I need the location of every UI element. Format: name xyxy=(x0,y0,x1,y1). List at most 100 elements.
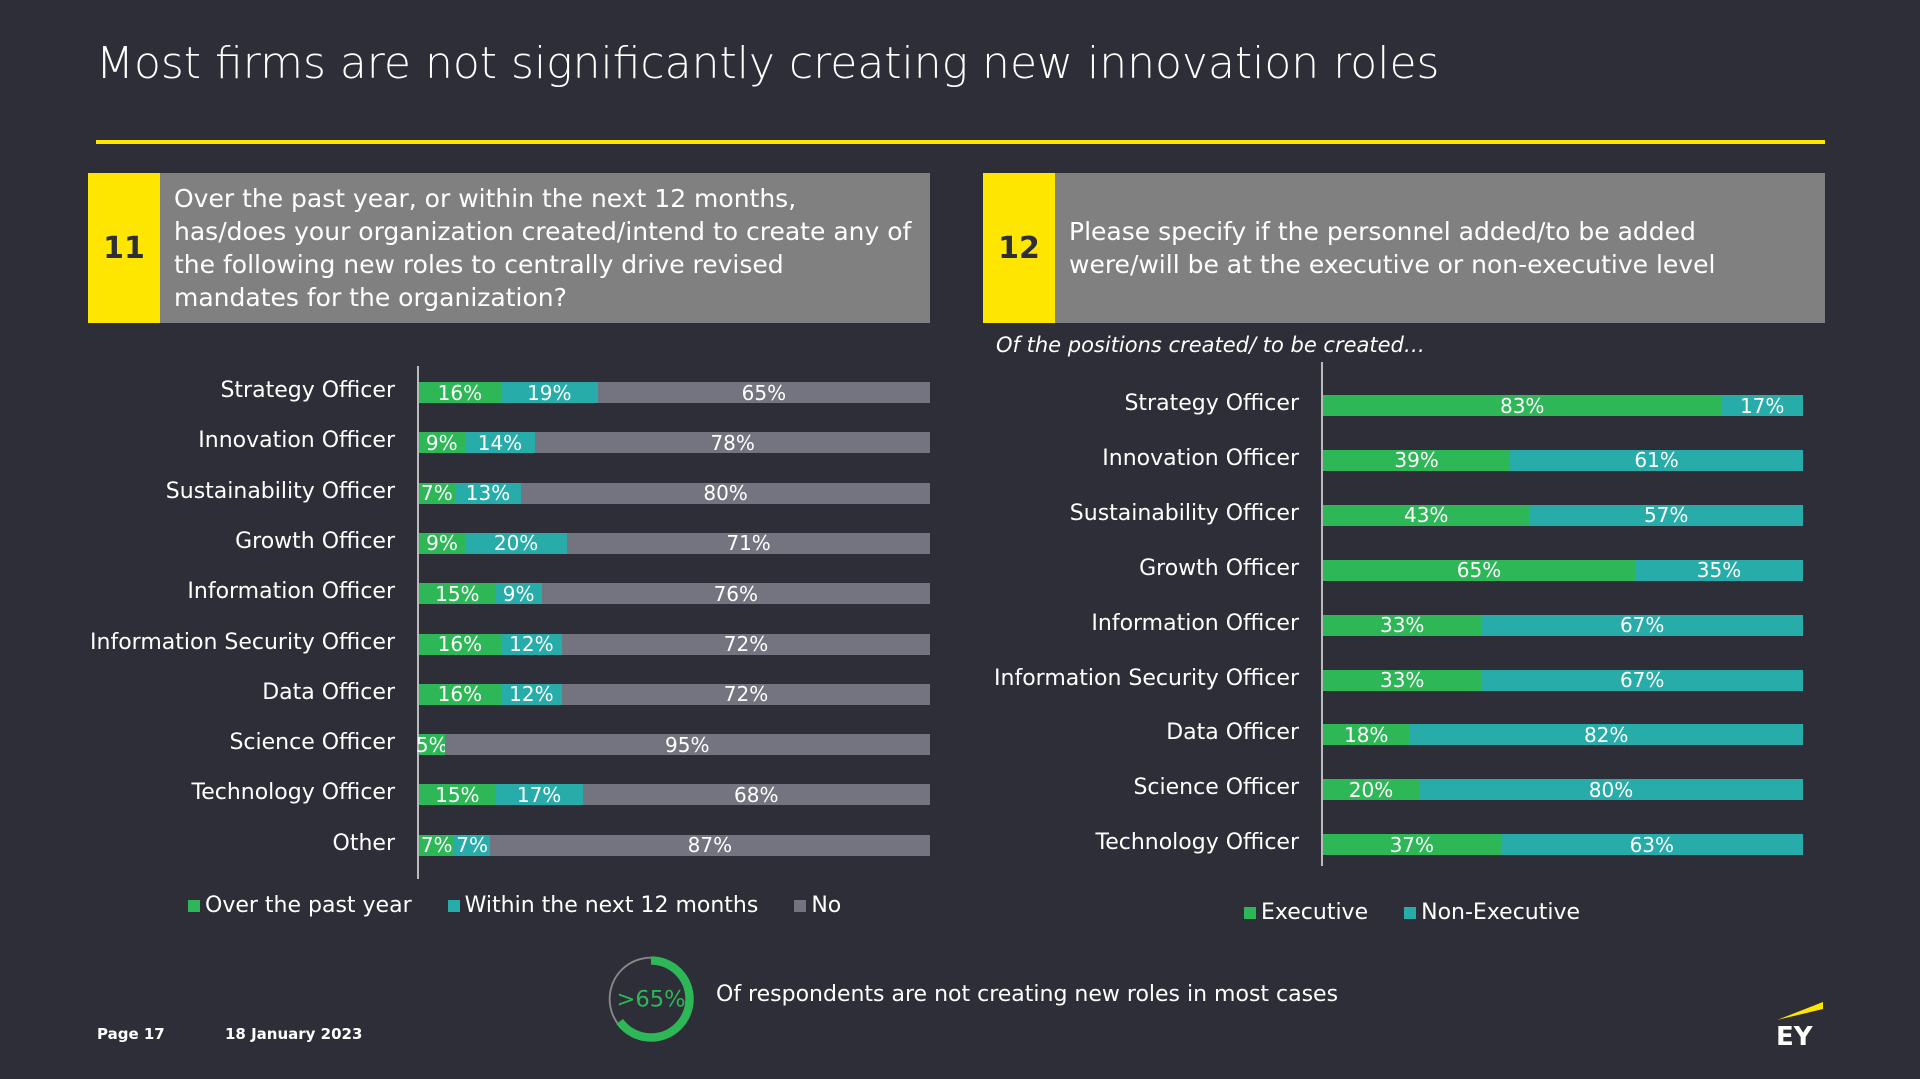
category-label: Innovation Officer xyxy=(198,428,395,454)
question-12-text: Please specify if the personnel added/to… xyxy=(1069,217,1716,279)
bar-segment-no: 95% xyxy=(444,733,930,757)
category-label: Other xyxy=(332,830,395,856)
bar-segment-within-the-next-12-months: 19% xyxy=(500,381,598,405)
stacked-bar: 9% 14% 78% xyxy=(419,431,930,455)
category-label: Data Officer xyxy=(1166,720,1299,746)
question-12-number: 12 xyxy=(983,173,1055,323)
legend-swatch xyxy=(1404,906,1417,919)
bar-segment-executive: 39% xyxy=(1323,448,1511,472)
category-label: Information Officer xyxy=(187,579,395,605)
bar-segment-executive: 83% xyxy=(1323,394,1722,418)
stacked-bar: 20% 80% xyxy=(1323,778,1803,802)
category-label: Sustainability Officer xyxy=(1069,500,1299,526)
bar-segment-no: 76% xyxy=(541,582,930,606)
bar-segment-executive: 65% xyxy=(1323,558,1635,582)
stacked-bar: 5% 95% xyxy=(416,733,930,757)
donut-indicator: >65% xyxy=(608,956,694,1042)
stacked-bar: 43% 57% xyxy=(1323,503,1803,527)
bar-segment-no: 78% xyxy=(535,431,930,455)
stacked-bar: 15% 17% 68% xyxy=(419,783,930,807)
bar-segment-no: 87% xyxy=(489,833,930,857)
stacked-bar: 33% 67% xyxy=(1323,613,1803,637)
bar-segment-within-the-next-12-months: 14% xyxy=(464,431,536,455)
bar-segment-over-the-past-year: 9% xyxy=(419,531,465,555)
legend-item: Over the past year xyxy=(188,893,412,918)
bar-segment-non-executive: 35% xyxy=(1635,558,1803,582)
donut-arc xyxy=(608,956,694,1042)
bar-segment-executive: 43% xyxy=(1323,503,1530,527)
legend-label: Executive xyxy=(1261,900,1369,925)
bar-segment-no: 68% xyxy=(582,783,930,807)
category-label: Data Officer xyxy=(262,679,395,705)
category-label: Science Officer xyxy=(229,730,395,756)
bar-segment-over-the-past-year: 16% xyxy=(419,682,501,706)
category-label: Science Officer xyxy=(1133,775,1299,801)
category-label: Growth Officer xyxy=(1139,555,1299,581)
legend-label: Non-Executive xyxy=(1421,900,1581,925)
stacked-bar: 37% 63% xyxy=(1323,833,1803,857)
legend-q11: Over the past year Within the next 12 mon… xyxy=(188,893,841,918)
category-label: Information Security Officer xyxy=(994,665,1299,691)
bar-segment-non-executive: 61% xyxy=(1510,448,1803,472)
bar-segment-no: 65% xyxy=(597,381,930,405)
category-label: Strategy Officer xyxy=(1124,391,1299,416)
bar-segment-no: 80% xyxy=(521,481,930,505)
title-divider xyxy=(96,140,1825,144)
bar-segment-executive: 18% xyxy=(1323,723,1410,747)
category-label: Information Security Officer xyxy=(90,629,395,655)
bar-segment-no: 71% xyxy=(567,531,930,555)
bar-segment-non-executive: 67% xyxy=(1481,613,1803,637)
question-12-box: 12 Please specify if the personnel added… xyxy=(983,173,1825,323)
bar-segment-over-the-past-year: 15% xyxy=(419,783,496,807)
stacked-bar: 7% 7% 87% xyxy=(419,833,930,858)
bar-segment-within-the-next-12-months: 7% xyxy=(454,833,490,858)
legend-item: Non-Executive xyxy=(1404,900,1580,925)
bar-segment-within-the-next-12-months: 12% xyxy=(500,682,563,706)
bar-segment-over-the-past-year: 16% xyxy=(419,381,501,405)
chart-q11: Strategy Officer 16% 19% 65% Innovation Offi… xyxy=(0,366,938,879)
bar-segment-non-executive: 80% xyxy=(1419,778,1803,802)
stacked-bar: 16% 19% 65% xyxy=(419,381,930,405)
stacked-bar: 83% 17% xyxy=(1323,394,1803,418)
stacked-bar: 39% 61% xyxy=(1323,448,1803,472)
question-11-box: 11 Over the past year, or within the nex… xyxy=(88,173,930,323)
bar-segment-non-executive: 63% xyxy=(1500,833,1803,857)
legend-item: Within the next 12 months xyxy=(447,893,759,918)
chart-q12: Strategy Officer 83% 17% Innovation Officer… xyxy=(0,362,1811,867)
y-axis-line xyxy=(1321,362,1323,867)
legend-label: Over the past year xyxy=(205,893,412,918)
page-title: Most firms are not significantly creatin… xyxy=(96,38,1440,89)
question-11-number: 11 xyxy=(88,173,160,323)
bar-segment-within-the-next-12-months: 20% xyxy=(464,531,568,555)
stacked-bar: 9% 20% 71% xyxy=(419,531,930,555)
bar-segment-over-the-past-year: 15% xyxy=(419,582,496,606)
y-axis-line xyxy=(417,366,419,879)
category-label: Strategy Officer xyxy=(220,378,395,403)
bar-segment-within-the-next-12-months: 17% xyxy=(495,783,583,807)
legend-item: Executive xyxy=(1244,900,1368,925)
legend-swatch xyxy=(1244,906,1256,919)
bar-segment-within-the-next-12-months: 9% xyxy=(495,582,542,606)
chart-12-subtitle: Of the positions created/ to be created… xyxy=(996,333,1425,357)
question-11-text: Over the past year, or within the next 1… xyxy=(174,184,912,312)
stacked-bar: 16% 12% 72% xyxy=(419,632,930,656)
stacked-bar: 7% 13% 80% xyxy=(419,481,930,505)
bar-segment-executive: 33% xyxy=(1323,613,1482,637)
bar-segment-over-the-past-year: 9% xyxy=(419,431,465,455)
page-number: Page 17 xyxy=(97,1025,165,1043)
bar-segment-no: 72% xyxy=(562,682,930,706)
bar-segment-non-executive: 82% xyxy=(1409,723,1803,747)
bar-segment-non-executive: 67% xyxy=(1481,668,1803,692)
category-label: Innovation Officer xyxy=(1102,445,1299,471)
legend-item: No xyxy=(794,893,841,918)
bar-segment-over-the-past-year: 7% xyxy=(419,481,455,505)
bar-segment-executive: 37% xyxy=(1323,833,1501,857)
category-label: Technology Officer xyxy=(191,780,396,806)
legend-label: Within the next 12 months xyxy=(464,893,759,918)
legend-swatch xyxy=(794,899,807,912)
donut-value: >65% xyxy=(616,987,685,1013)
legend-swatch xyxy=(188,899,200,912)
logo-beam-icon xyxy=(1777,1002,1823,1020)
legend-label: No xyxy=(811,893,842,918)
bar-segment-over-the-past-year: 7% xyxy=(419,833,455,858)
